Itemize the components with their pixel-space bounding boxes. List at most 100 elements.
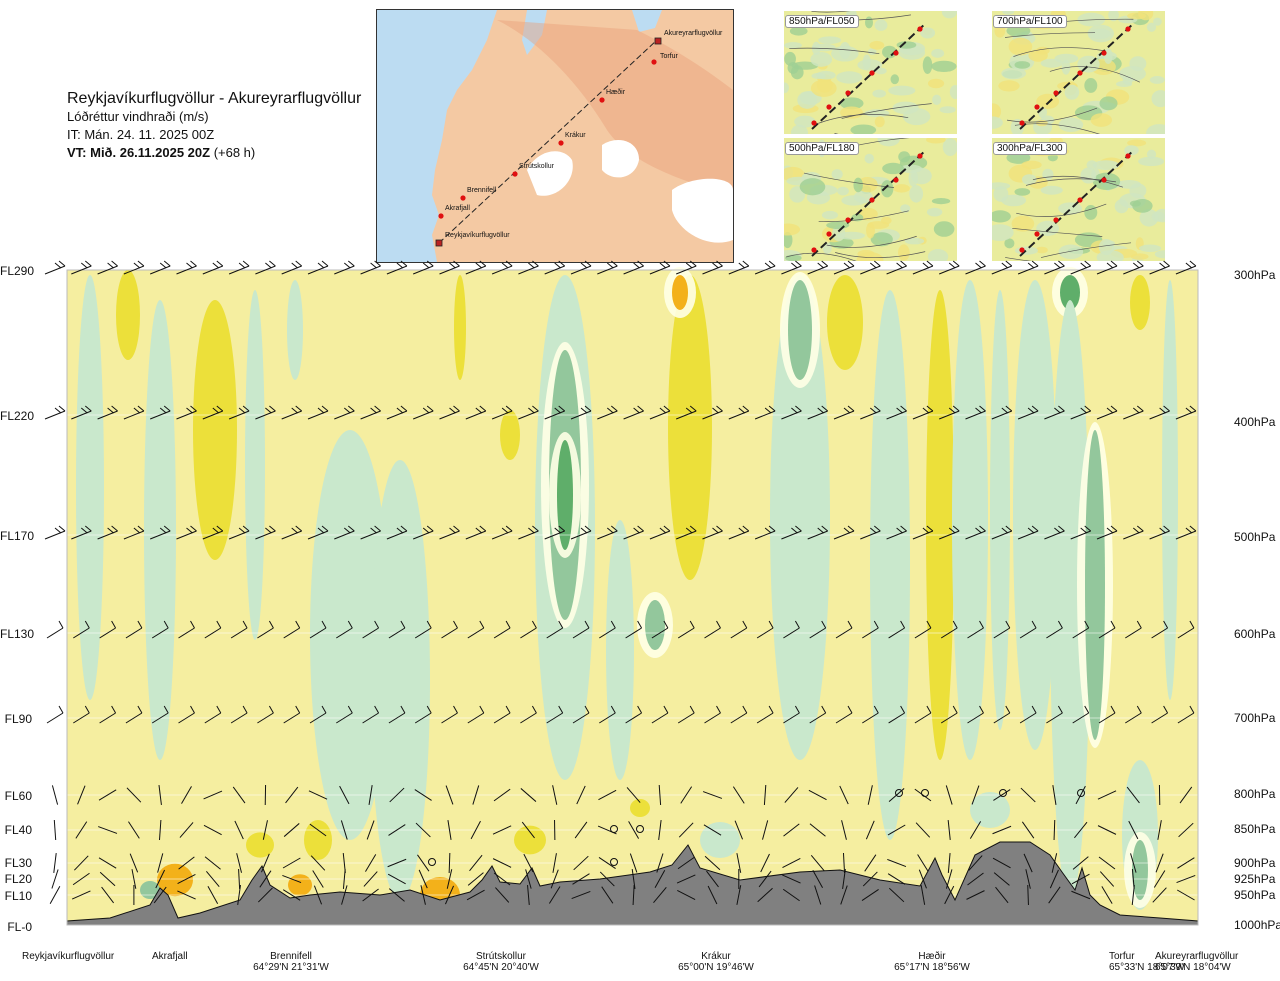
thumbnail-700hpa[interactable]: 700hPa/FL100 (992, 11, 1165, 134)
wind-barb (295, 705, 301, 714)
thumbnail-waypoint (1019, 120, 1025, 126)
thumbnail-field (1132, 199, 1153, 213)
wind-barb (1177, 627, 1195, 639)
wind-barb (528, 407, 535, 414)
thumbnail-field (875, 67, 887, 75)
thumbnail-field (874, 116, 885, 128)
wind-barb (707, 885, 718, 905)
wind-barb (190, 405, 197, 412)
wind-barb (599, 712, 616, 724)
thumbnail-field (784, 223, 801, 236)
wind-barb (791, 262, 798, 269)
wind-barb (1097, 825, 1117, 835)
wind-barb (1072, 856, 1089, 870)
thumbnail-field (931, 198, 951, 205)
wind-barb (782, 888, 800, 902)
wind-barb (73, 627, 90, 639)
wind-barb (649, 265, 671, 275)
thumbnail-waypoint (1077, 197, 1083, 203)
wind-barb (730, 712, 748, 724)
thumbnail-850hpa[interactable]: 850hPa/FL050 (784, 11, 957, 134)
thumbnail-field (789, 26, 808, 36)
thumbnail-field (1139, 244, 1162, 252)
vv-contour (287, 280, 303, 380)
vv-contour (1122, 760, 1158, 910)
vv-contour (1130, 275, 1150, 330)
wind-barb (107, 407, 114, 414)
thumbnail-field (831, 45, 859, 62)
wind-barb (979, 620, 984, 629)
wind-barb (677, 856, 695, 870)
pressure-label: 850hPa (1234, 822, 1276, 836)
wind-barb (979, 405, 986, 412)
thumbnail-field (926, 207, 943, 217)
thumbnail-field (1058, 117, 1084, 133)
thumbnail-field (949, 84, 957, 100)
thumbnail-500hpa-graphic (784, 138, 957, 261)
wind-barb (1025, 869, 1031, 889)
wind-barb (99, 712, 116, 724)
wind-barb (374, 405, 381, 412)
wind-barb (347, 525, 355, 532)
wind-barb (417, 854, 430, 872)
wind-barb (991, 530, 1012, 540)
wind-barb (107, 527, 114, 534)
wind-barb (663, 405, 671, 412)
wind-barb (1023, 853, 1033, 873)
wind-barb (570, 265, 592, 275)
wind-barb (387, 873, 406, 885)
wind-barb (518, 530, 539, 540)
wind-barb (163, 260, 171, 267)
location-label: Strútskollur 64°45'N 20°40'W (446, 951, 556, 973)
wind-barb (1084, 525, 1092, 532)
wind-barb (558, 525, 566, 532)
thumbnail-field (1124, 145, 1139, 156)
wind-barb (268, 620, 274, 629)
wind-barb (1044, 530, 1065, 540)
thumbnail-300hpa[interactable]: 300hPa/FL300 (992, 138, 1165, 261)
wind-barb (1027, 884, 1029, 906)
fl-label: FL290 (0, 264, 35, 278)
wind-barb (1189, 405, 1197, 412)
wind-barb (869, 407, 877, 414)
wind-barb (295, 620, 301, 629)
wind-barb (550, 869, 559, 889)
wind-barb (716, 405, 723, 412)
wind-barb (1046, 627, 1063, 639)
thumbnail-500hpa[interactable]: 500hPa/FL180 (784, 138, 957, 261)
wind-barb (1048, 886, 1061, 904)
thumbnail-300hpa-label: 300hPa/FL300 (993, 142, 1067, 155)
wind-barb (1176, 874, 1196, 884)
thumbnail-field (840, 106, 863, 119)
wind-barb (97, 265, 118, 275)
wind-barb (1072, 627, 1089, 639)
wind-barb (952, 525, 960, 532)
vv-contour (304, 820, 332, 860)
wind-barb (360, 265, 381, 275)
wind-barb (782, 858, 801, 868)
wind-barb (111, 405, 118, 412)
thumbnail-waypoint (1053, 90, 1059, 96)
location-name: Strútskollur (475, 951, 526, 962)
wind-barb (975, 407, 982, 414)
wind-barb (400, 525, 408, 532)
wind-barb (236, 853, 243, 873)
thumbnail-field (1001, 67, 1027, 80)
thumbnail-field (1058, 244, 1084, 260)
location-coord: 65°33'N 18°07'W (1109, 962, 1185, 973)
wind-barb (178, 712, 195, 724)
wind-barb (631, 869, 636, 889)
wind-barb (80, 262, 88, 269)
wind-barb (676, 874, 696, 884)
wind-barb (151, 627, 169, 639)
wind-barb (99, 627, 116, 639)
thumbnail-waypoint (1019, 247, 1025, 253)
wind-barb (1017, 410, 1039, 420)
wind-barb (216, 260, 224, 267)
wind-barb (821, 405, 829, 412)
wind-barb (847, 260, 855, 267)
wind-barb (1031, 405, 1039, 412)
wind-barb (975, 262, 982, 269)
wind-barb (888, 627, 905, 639)
wind-barb (414, 712, 432, 724)
